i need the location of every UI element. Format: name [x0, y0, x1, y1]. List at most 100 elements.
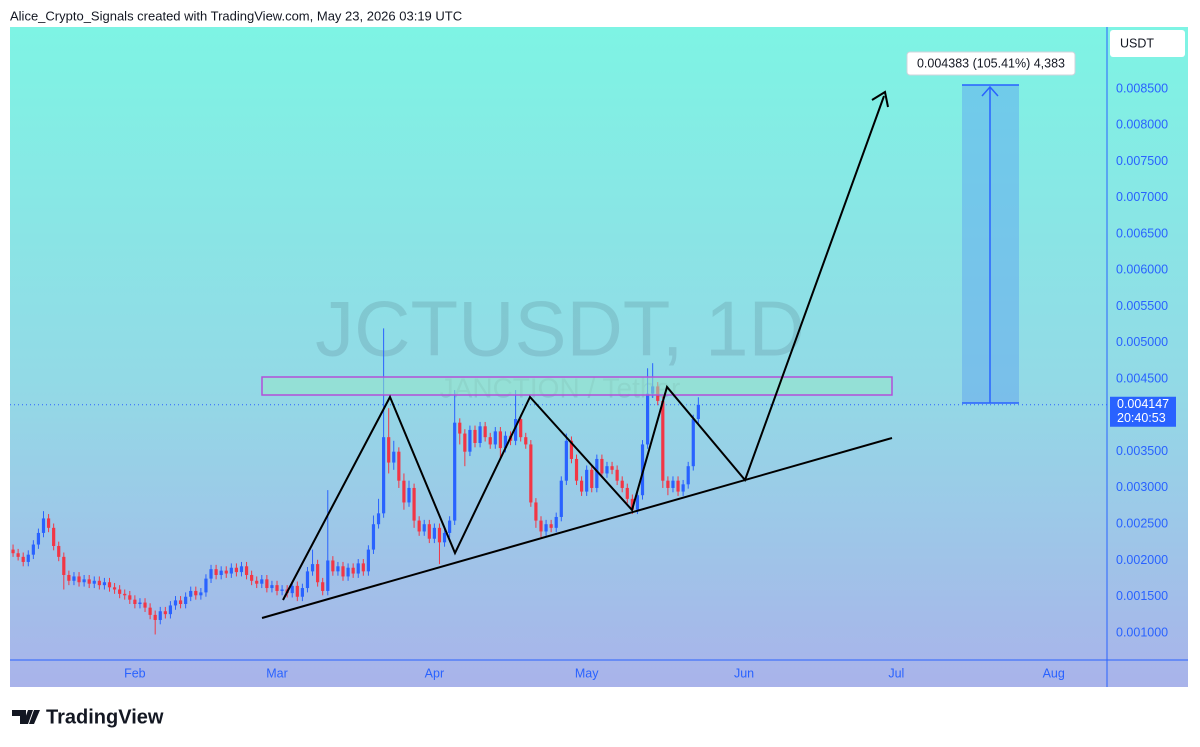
candle-body: [16, 553, 20, 557]
candle-body: [427, 524, 431, 539]
candle-body: [605, 466, 609, 474]
candle-body: [519, 419, 523, 438]
candle-body: [41, 518, 46, 533]
y-tick-label: 0.001500: [1116, 589, 1168, 603]
candle-body: [371, 524, 376, 550]
candle-body: [448, 520, 452, 533]
candle-body: [77, 576, 81, 583]
candle-body: [493, 431, 497, 445]
candle-body: [219, 570, 223, 575]
candle-body: [549, 524, 553, 528]
watermark-title: JCTUSDT, 1D: [315, 285, 805, 373]
candle-body: [514, 419, 518, 441]
candle-body: [356, 563, 360, 574]
candle-body: [498, 431, 502, 449]
candle-body: [229, 567, 233, 574]
candle-body: [478, 426, 482, 443]
candle-body: [351, 567, 355, 574]
candle-body: [331, 560, 335, 572]
candle-body: [402, 480, 406, 503]
candle-body: [524, 437, 528, 445]
measure-label-box: [906, 51, 1076, 76]
candle-body: [118, 589, 122, 594]
candle-body: [564, 440, 568, 481]
candle-body: [412, 487, 416, 521]
y-tick-label: 0.001000: [1116, 625, 1168, 639]
candle-body: [417, 520, 421, 532]
x-tick-label: Mar: [266, 666, 288, 680]
candle-body: [539, 520, 543, 532]
candle-body: [163, 611, 167, 615]
y-tick-label: 0.002500: [1116, 517, 1168, 531]
candle-body: [72, 576, 76, 581]
candle-body: [382, 437, 386, 514]
candle-body: [442, 532, 447, 543]
logo-mark: [12, 710, 40, 724]
candle-body: [554, 516, 558, 528]
projection-path: [282, 95, 885, 601]
candle-body: [92, 580, 96, 584]
y-tick-label: 0.002000: [1116, 553, 1168, 567]
x-tick-label: Feb: [124, 666, 146, 680]
candle-body: [275, 585, 279, 591]
candle-body: [178, 600, 183, 605]
candle-body: [11, 549, 15, 554]
y-tick-label: 0.008000: [1116, 118, 1168, 132]
candle-body: [590, 469, 594, 488]
candle-body: [82, 579, 86, 583]
candle-body: [239, 566, 244, 573]
candle-body: [270, 585, 274, 589]
candle-body: [544, 524, 548, 532]
candle-body: [97, 580, 101, 586]
candle-body: [336, 566, 340, 572]
candle-body: [52, 527, 56, 546]
candle-body: [610, 466, 614, 470]
countdown-label: 20:40:53: [1117, 411, 1166, 425]
candle-body: [681, 484, 685, 492]
candle-body: [645, 393, 650, 445]
candle-body: [666, 480, 670, 488]
y-tick-label: 0.004500: [1116, 371, 1168, 385]
candle-body: [143, 602, 147, 608]
candle-body: [453, 422, 457, 521]
candle-body: [534, 502, 538, 521]
candle-body: [437, 527, 442, 543]
candle-body: [153, 614, 157, 620]
y-tick-label: 0.003000: [1116, 480, 1168, 494]
candle-body: [290, 585, 294, 594]
logo: TradingView: [12, 706, 164, 728]
candle-body: [407, 487, 411, 503]
y-tick-label: 0.005000: [1116, 335, 1168, 349]
candle-body: [26, 554, 30, 562]
candle-body: [376, 513, 381, 525]
candle-body: [295, 585, 299, 597]
candle-body: [36, 532, 41, 545]
candle-body: [234, 567, 239, 573]
y-tick-label: 0.005500: [1116, 299, 1168, 313]
x-tick-label: Aug: [1043, 666, 1065, 680]
candle-body: [488, 437, 492, 445]
y-tick-label: 0.003500: [1116, 444, 1168, 458]
candle-body: [255, 580, 259, 584]
candle-body: [585, 469, 589, 492]
candle-body: [310, 564, 315, 572]
candle-body: [615, 469, 619, 481]
candle-body: [102, 582, 107, 586]
candle-body: [204, 578, 208, 593]
y-tick-label: 0.006500: [1116, 226, 1168, 240]
candle-body: [579, 480, 584, 492]
currency-label: USDT: [1120, 36, 1154, 50]
candle-body: [458, 422, 462, 434]
candle-body: [574, 458, 579, 481]
candle-body: [321, 582, 325, 591]
candle-body: [62, 556, 66, 575]
candle-body: [128, 595, 132, 600]
x-tick-label: Apr: [425, 666, 444, 680]
candle-body: [209, 569, 213, 579]
candle-body: [112, 587, 117, 590]
arrow-head: [871, 90, 889, 108]
candle-body: [483, 426, 487, 438]
candle-body: [595, 458, 599, 488]
candle-body: [300, 588, 304, 597]
